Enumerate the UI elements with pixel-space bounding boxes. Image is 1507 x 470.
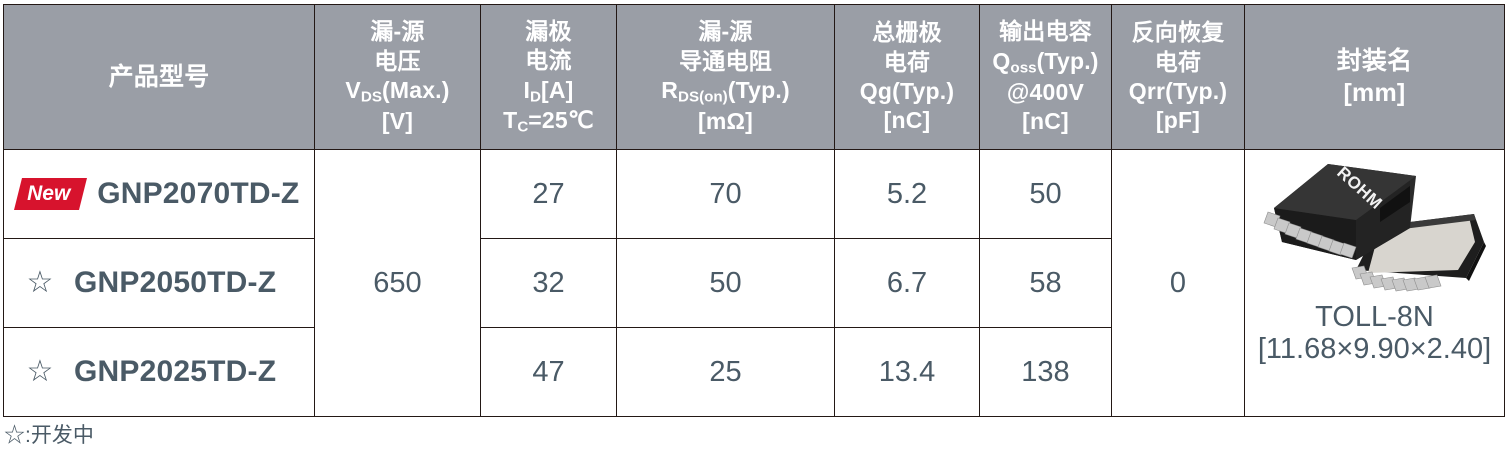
- spec-table-sheet: 产品型号 漏-源 电压 VDS(Max.) [V] 漏极 电流 ID[A] TC…: [0, 4, 1507, 470]
- header-id-subscript: D: [530, 88, 542, 105]
- header-vds-line2: 电压: [374, 47, 421, 74]
- header-qoss-subscript: oss: [1010, 59, 1037, 77]
- vds-value-cell: 650: [314, 149, 481, 417]
- header-qrr-unit: [pF]: [1155, 107, 1201, 134]
- package-cell: ROHM TOLL-8N [11.68×9.90×2.40]: [1244, 149, 1505, 417]
- product-cell[interactable]: New GNP2070TD-Z: [3, 149, 315, 239]
- qg-value-cell: 5.2: [834, 149, 980, 239]
- header-qrr-line1: 反向恢复: [1131, 19, 1225, 46]
- header-id-unit: [A]: [541, 76, 574, 103]
- header-rdson: 漏-源 导通电阻 RDS(on)(Typ.) [mΩ]: [616, 4, 835, 150]
- header-qg-symbol: Qg(Typ.): [859, 78, 955, 104]
- new-badge-label: New: [27, 182, 71, 205]
- header-id-symbol: I: [523, 76, 531, 103]
- package-wrap: ROHM TOLL-8N [11.68×9.90×2.40]: [1245, 150, 1504, 416]
- rdson-value-cell: 70: [616, 149, 835, 239]
- header-id-line3: ID[A]: [481, 76, 616, 107]
- product-name: GNP2070TD-Z: [97, 177, 300, 210]
- table-body: New GNP2070TD-Z 650 27 70 5.2 50 0: [3, 149, 1505, 417]
- product-cell[interactable]: ☆ GNP2025TD-Z: [3, 327, 315, 417]
- header-id-line2: 电流: [525, 47, 572, 74]
- header-qg-line2: 电荷: [883, 48, 931, 75]
- header-product-label: 产品型号: [108, 63, 210, 91]
- qg-value-cell: 13.4: [834, 327, 980, 417]
- header-qoss-line1: 输出电容: [999, 18, 1092, 45]
- header-rdson-qualifier: (Typ.): [727, 77, 790, 104]
- header-vds-line3: VDS(Max.): [315, 76, 480, 107]
- header-rdson-unit: [mΩ]: [697, 108, 753, 135]
- qoss-value-cell: 58: [979, 238, 1112, 328]
- header-product: 产品型号: [3, 4, 315, 150]
- id-value-cell: 32: [480, 238, 617, 328]
- header-tc-value: =25℃: [528, 107, 594, 134]
- star-icon: ☆: [26, 355, 54, 388]
- qrr-value-cell: 0: [1111, 149, 1245, 417]
- rdson-value-cell: 25: [616, 327, 835, 417]
- header-vds-qualifier: (Max.): [381, 77, 450, 104]
- table-header: 产品型号 漏-源 电压 VDS(Max.) [V] 漏极 电流 ID[A] TC…: [3, 4, 1505, 150]
- product-cell-inner: ☆ GNP2050TD-Z: [4, 266, 314, 300]
- table-row: ☆ GNP2025TD-Z 47 25 13.4 138: [3, 327, 1505, 417]
- header-vds-unit: [V]: [381, 108, 414, 135]
- header-qg-line1: 总栅极: [872, 19, 942, 46]
- header-rdson-subscript: DS(on): [678, 88, 728, 106]
- header-tc-symbol: T: [503, 107, 518, 134]
- header-package-line1: 封装名: [1336, 47, 1413, 75]
- header-rdson-line3: RDS(on)(Typ.): [617, 76, 834, 107]
- header-vds-line1: 漏-源: [370, 18, 425, 45]
- header-rdson-line2: 导通电阻: [679, 47, 772, 74]
- header-rdson-line1: 漏-源: [698, 18, 753, 45]
- qoss-value-cell: 50: [979, 149, 1112, 239]
- header-qoss-unit: [nC]: [1022, 108, 1069, 135]
- package-caption: TOLL-8N [11.68×9.90×2.40]: [1257, 301, 1492, 366]
- header-qoss: 输出电容 Qoss(Typ.) @400V [nC]: [979, 4, 1112, 150]
- rdson-value-cell: 50: [616, 238, 835, 328]
- product-cell-inner: ☆ GNP2025TD-Z: [4, 355, 314, 389]
- product-name: GNP2050TD-Z: [74, 266, 277, 299]
- header-vds-symbol: V: [345, 77, 361, 104]
- header-qoss-qualifier: (Typ.): [1036, 47, 1099, 74]
- qg-value-cell: 6.7: [834, 238, 980, 328]
- id-value-cell: 47: [480, 327, 617, 417]
- header-qrr-line2: 电荷: [1154, 48, 1202, 75]
- product-cell[interactable]: ☆ GNP2050TD-Z: [3, 238, 315, 328]
- header-vds-subscript: DS: [360, 88, 382, 106]
- header-vds: 漏-源 电压 VDS(Max.) [V]: [314, 4, 481, 150]
- header-rdson-symbol: R: [661, 77, 678, 104]
- package-dimensions: [11.68×9.90×2.40]: [1257, 332, 1492, 365]
- header-qrr: 反向恢复 电荷 Qrr(Typ.) [pF]: [1111, 4, 1245, 150]
- package-name: TOLL-8N: [1315, 301, 1434, 333]
- header-qrr-symbol: Qrr(Typ.): [1128, 78, 1228, 104]
- header-id-line4: TC=25℃: [481, 106, 616, 137]
- footnote: ☆:开发中: [4, 424, 94, 447]
- header-qoss-line2: Qoss(Typ.): [980, 47, 1111, 78]
- new-badge: New: [14, 178, 88, 210]
- package-top-view: ROHM: [1263, 163, 1416, 260]
- header-qg: 总栅极 电荷 Qg(Typ.) [nC]: [834, 4, 980, 150]
- header-id-line1: 漏极: [525, 17, 572, 44]
- id-value-cell: 27: [480, 149, 617, 239]
- header-package-unit: [mm]: [1343, 79, 1406, 107]
- header-id: 漏极 电流 ID[A] TC=25℃: [480, 4, 617, 150]
- star-icon: ☆: [26, 266, 54, 299]
- header-tc-subscript: C: [517, 118, 529, 136]
- header-row: 产品型号 漏-源 电压 VDS(Max.) [V] 漏极 电流 ID[A] TC…: [3, 4, 1505, 150]
- qoss-value-cell: 138: [979, 327, 1112, 417]
- table-row: ☆ GNP2050TD-Z 32 50 6.7 58: [3, 238, 1505, 328]
- toll-8n-package-icon: ROHM: [1263, 163, 1486, 292]
- table-row: New GNP2070TD-Z 650 27 70 5.2 50 0: [3, 149, 1505, 417]
- product-spec-table: 产品型号 漏-源 电压 VDS(Max.) [V] 漏极 电流 ID[A] TC…: [3, 4, 1505, 417]
- header-qoss-condition: @400V: [1006, 78, 1085, 105]
- product-cell-inner: New GNP2070TD-Z: [4, 177, 314, 211]
- header-package: 封装名 [mm]: [1244, 4, 1505, 150]
- product-name: GNP2025TD-Z: [74, 355, 277, 388]
- header-qoss-symbol: Q: [992, 47, 1011, 74]
- header-qg-unit: [nC]: [883, 107, 931, 134]
